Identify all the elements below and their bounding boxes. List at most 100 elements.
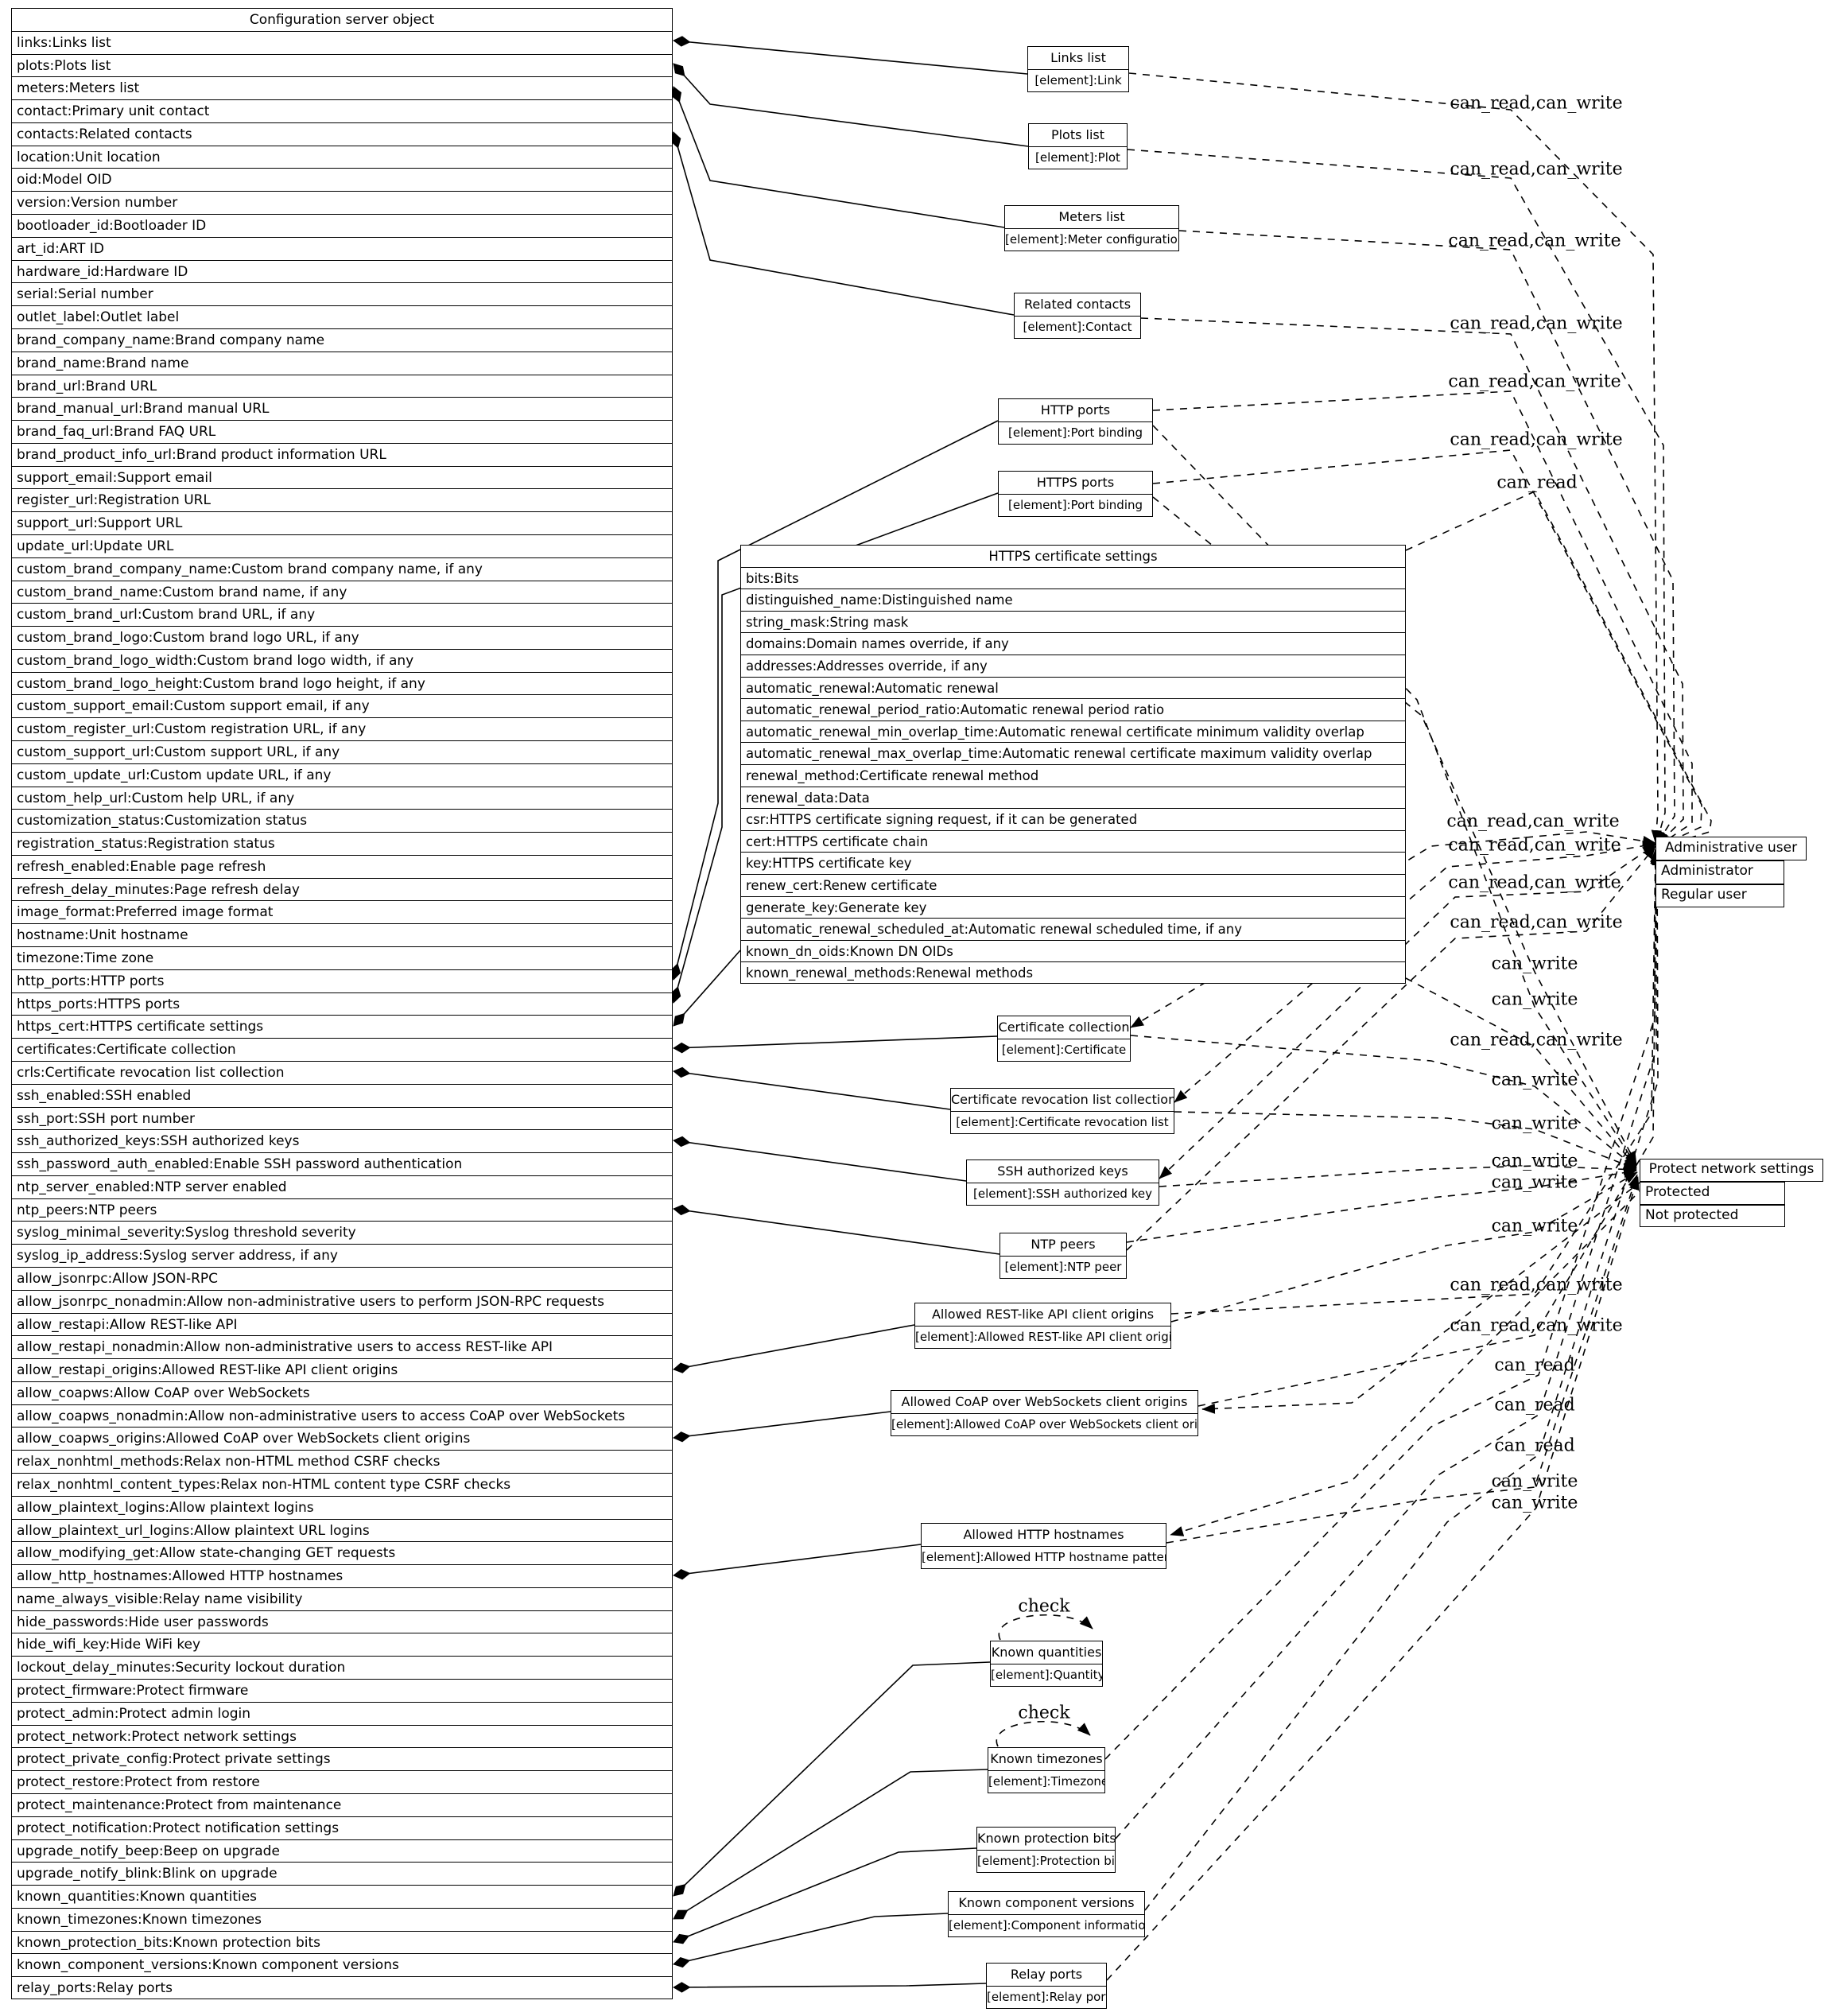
composition-edge (673, 1204, 1000, 1255)
related-contacts-title: Related contacts (1015, 293, 1140, 317)
record-field: contact:Primary unit contact (12, 100, 672, 123)
permission-edge (1126, 845, 1656, 1251)
record-field: ntp_server_enabled:NTP server enabled (12, 1176, 672, 1199)
record-field: ssh_password_auth_enabled:Enable SSH pas… (12, 1153, 672, 1176)
record-field: ssh_enabled:SSH enabled (12, 1085, 672, 1108)
record-field: custom_help_url:Custom help URL, if any (12, 787, 672, 810)
record-field: hardware_id:Hardware ID (12, 261, 672, 284)
coapws-origins-box: Allowed CoAP over WebSockets client orig… (891, 1390, 1198, 1436)
edge-label: can_read (1494, 1395, 1575, 1416)
related-contacts-element: [element]:Contact (1023, 320, 1132, 334)
record-field: image_format:Preferred image format (12, 901, 672, 925)
permission-edge (1130, 1035, 1637, 1169)
permission-edge (1152, 496, 1637, 1165)
record-field: http_ports:HTTP ports (12, 970, 672, 993)
http-ports-box: HTTP ports [element]:Port binding (998, 398, 1153, 445)
permission-edge (1201, 1179, 1644, 1414)
administrative-user-value: Administrator (1656, 860, 1784, 884)
record-field: relay_ports:Relay ports (17, 1980, 173, 1997)
record-field: allow_coapws_nonadmin:Allow non-administ… (12, 1405, 672, 1428)
record-field: known_protection_bits:Known protection b… (12, 1932, 672, 1955)
known-component-versions-box: Known component versions [element]:Compon… (948, 1891, 1145, 1937)
administrative-user-title: Administrative user (1656, 837, 1807, 860)
record-field: renewal_data:Data (741, 787, 1405, 810)
record-field: allow_modifying_get:Allow state-changing… (12, 1542, 672, 1566)
permission-edge (1159, 844, 1656, 1179)
configuration-server-object-table: Configuration server object links:Links l… (11, 8, 673, 1999)
record-field: protect_firmware:Protect firmware (12, 1680, 672, 1703)
composition-edge (673, 950, 741, 1027)
composition-edge (673, 1136, 967, 1182)
plots-list-box: Plots list [element]:Plot (1028, 123, 1128, 169)
edge-label: can_write (1491, 1113, 1578, 1134)
edge-label: can_write (1491, 1070, 1578, 1090)
restapi-origins-box: Allowed REST-like API client origins [ele… (914, 1303, 1171, 1349)
edge-label: can_read,can_write (1450, 93, 1623, 114)
record-field: brand_faq_url:Brand FAQ URL (12, 421, 672, 444)
record-title: HTTPS certificate settings (741, 546, 1405, 568)
known-component-versions-title: Known component versions (949, 1892, 1144, 1915)
record-field: update_url:Update URL (12, 535, 672, 558)
edge-label: can_write (1491, 1471, 1578, 1492)
record-field: allow_coapws_origins:Allowed CoAP over W… (12, 1428, 672, 1451)
ntp-peers-title: NTP peers (1000, 1233, 1126, 1257)
record-field: allow_http_hostnames:Allowed HTTP hostna… (12, 1565, 672, 1588)
composition-edge (673, 1324, 915, 1373)
https-ports-box: HTTPS ports [element]:Port binding (998, 471, 1153, 517)
composition-edge (670, 420, 999, 981)
record-field: automatic_renewal_period_ratio:Automatic… (741, 699, 1405, 721)
known-timezones-element: [element]:Timezone (988, 1774, 1104, 1789)
edge-label: can_read,can_write (1450, 429, 1623, 450)
record-field: renew_cert:Renew certificate (741, 875, 1405, 897)
edge-label: can_read,can_write (1448, 371, 1621, 392)
record-field: generate_key:Generate key (741, 897, 1405, 919)
edge-label: can_write (1491, 1216, 1578, 1237)
record-field: refresh_enabled:Enable page refresh (12, 856, 672, 879)
edge-label: can_write (1491, 1172, 1578, 1193)
permission-edge (1152, 390, 1693, 846)
record-field: brand_product_info_url:Brand product inf… (12, 444, 672, 467)
record-field: protect_restore:Protect from restore (12, 1771, 672, 1794)
composition-edge (673, 1982, 987, 1993)
ssh-authorized-keys-element: [element]:SSH authorized key (973, 1187, 1152, 1201)
relay-ports-title: Relay ports (987, 1964, 1106, 1987)
record-field: custom_support_email:Custom support emai… (12, 695, 672, 719)
record-field: name_always_visible:Relay name visibilit… (12, 1588, 672, 1611)
crl-collection-element: [element]:Certificate revocation list (956, 1115, 1169, 1129)
record-field: custom_brand_logo:Custom brand logo URL,… (12, 627, 672, 650)
record-field: known_quantities:Known quantities (12, 1886, 672, 1909)
edge-label: can_read (1496, 472, 1578, 493)
record-field: contacts:Related contacts (12, 123, 672, 146)
ssh-authorized-keys-box: SSH authorized keys [element]:SSH authori… (966, 1159, 1159, 1206)
related-contacts-box: Related contacts [element]:Contact (1014, 293, 1141, 339)
permission-edge (1106, 1176, 1640, 1981)
known-protection-bits-title: Known protection bits (977, 1828, 1115, 1851)
administrative-user-value: Regular user (1656, 884, 1784, 907)
record-field: upgrade_notify_blink:Blink on upgrade (12, 1863, 672, 1886)
coapws-origins-title: Allowed CoAP over WebSockets client orig… (891, 1391, 1197, 1414)
record-field: lockout_delay_minutes:Security lockout d… (12, 1657, 672, 1680)
record-field: support_url:Support URL (12, 512, 672, 535)
permission-edge (1170, 1186, 1645, 1536)
composition-edge (673, 1066, 951, 1110)
record-field: custom_brand_name:Custom brand name, if … (12, 581, 672, 604)
record-field: hostname:Unit hostname (12, 924, 672, 948)
permission-edge (1159, 1163, 1637, 1187)
record-field: registration_status:Registration status (12, 833, 672, 856)
record-field: version:Version number (12, 192, 672, 216)
edge-label: can_read,can_write (1450, 1030, 1623, 1051)
protect-network-settings-value: Protected (1640, 1182, 1785, 1205)
record-field: allow_plaintext_logins:Allow plaintext l… (12, 1497, 672, 1520)
edge-label: can_write (1491, 1151, 1578, 1171)
edge-label: can_read,can_write (1450, 912, 1623, 933)
record-field: automatic_renewal:Automatic renewal (741, 678, 1405, 700)
permission-edge (1170, 1171, 1638, 1323)
record-field: upgrade_notify_beep:Beep on upgrade (12, 1840, 672, 1863)
edge-label: can_read,can_write (1450, 159, 1623, 180)
record-field: automatic_renewal_scheduled_at:Automatic… (741, 919, 1405, 941)
https-certificate-settings-table: HTTPS certificate settings bits:Bits disti… (740, 545, 1406, 984)
composition-edge (673, 1411, 891, 1443)
composition-edge (671, 86, 1005, 228)
permission-edge (996, 1721, 1091, 1747)
